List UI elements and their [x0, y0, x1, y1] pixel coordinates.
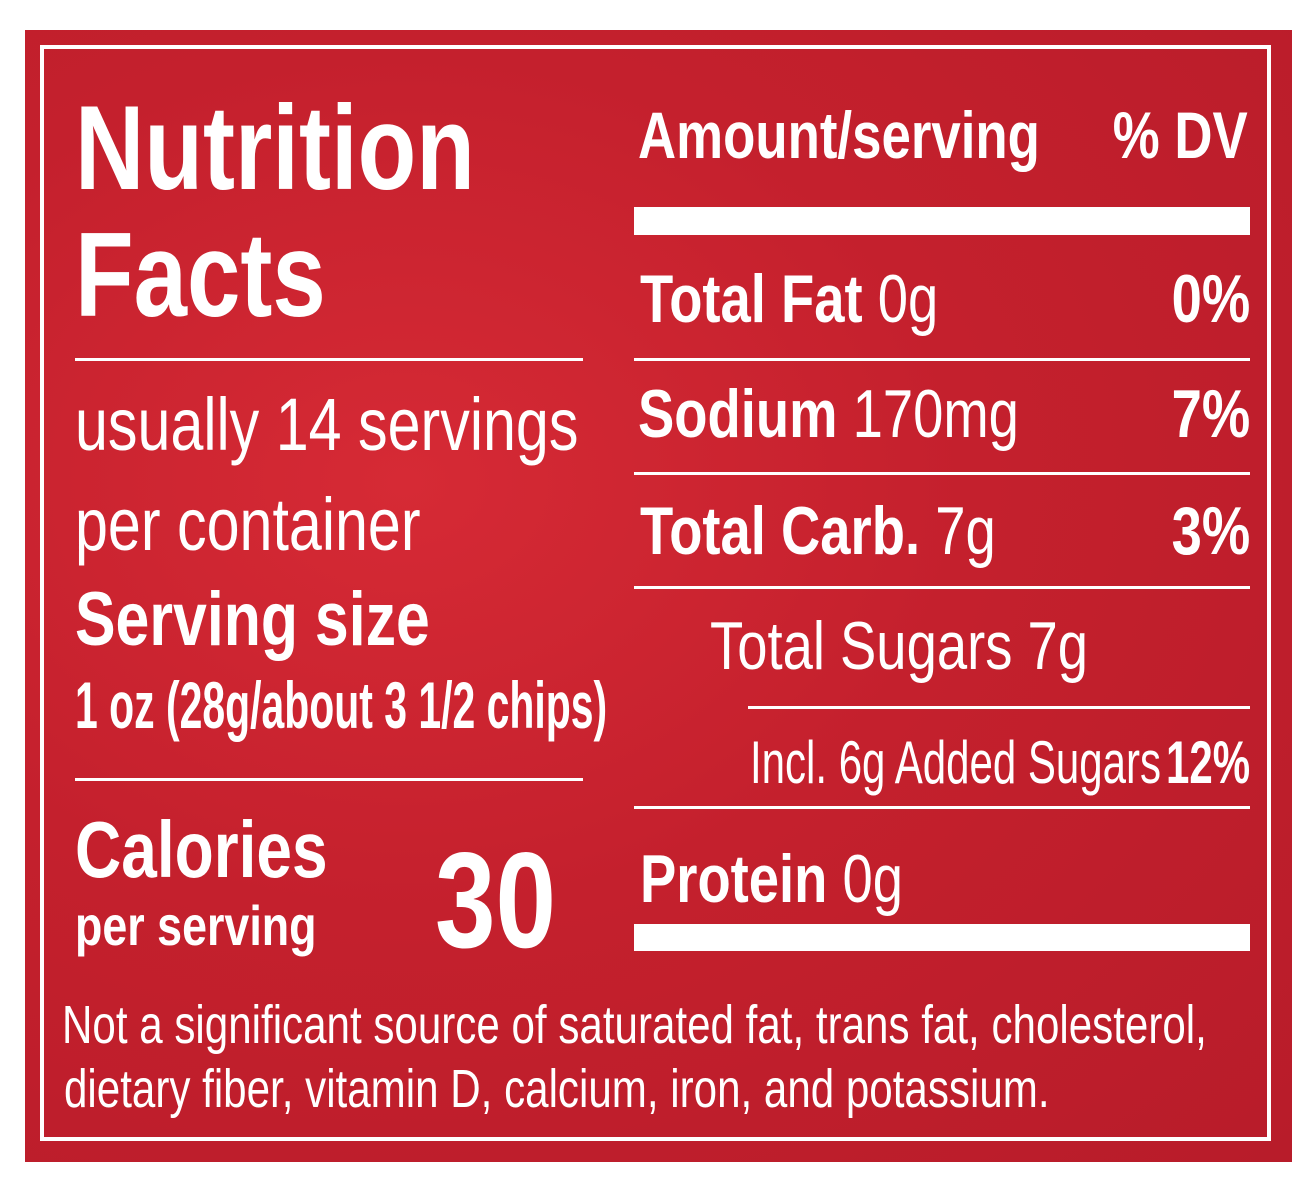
- divider: [75, 778, 583, 781]
- nutrient-dv: 7%: [1171, 376, 1250, 452]
- nutrient-name: Total Fat: [640, 261, 863, 337]
- nutrient-row: Total Sugars 7g: [710, 612, 1088, 680]
- title: Facts: [75, 208, 326, 342]
- servings: per container: [75, 483, 421, 566]
- thick-bar: [634, 207, 1250, 235]
- divider: [634, 472, 1250, 475]
- thick-bar: [634, 924, 1250, 951]
- header-amount: Amount/serving: [638, 98, 1040, 172]
- label-frame: [40, 45, 1271, 1141]
- title: Nutrition: [75, 81, 475, 215]
- divider: [634, 358, 1250, 361]
- nutrient-dv: 3%: [1171, 493, 1250, 569]
- serving-size: 1 oz (28g/about 3 1/2 chips): [75, 668, 608, 742]
- nutrient-name: Total Sugars: [710, 608, 1013, 684]
- calories: 30: [435, 824, 557, 976]
- nutrient-amount: 170mg: [852, 376, 1019, 452]
- nutrient-row: Protein 0g: [640, 845, 903, 913]
- nutrient-amount: 0g: [877, 261, 939, 337]
- nutrient-name: Protein: [640, 841, 828, 917]
- nutrient-amount: 0g: [842, 841, 904, 917]
- nutrient-name: Incl. 6g Added Sugars: [750, 729, 1161, 796]
- nutrient-amount: 7g: [935, 493, 996, 569]
- divider: [748, 706, 1250, 709]
- nutrient-amount: 7g: [1027, 608, 1089, 684]
- nutrient-row: Sodium 170mg: [638, 380, 1019, 448]
- calories-label: Calories: [75, 805, 328, 894]
- footnote: dietary fiber, vitamin D, calcium, iron,…: [64, 1059, 1050, 1119]
- servings: usually 14 servings: [75, 383, 579, 466]
- nutrient-row: Total Fat 0g: [640, 265, 938, 333]
- calories-sublabel: per serving: [75, 894, 317, 957]
- nutrient-name: Sodium: [638, 376, 838, 452]
- nutrient-dv: 12%: [1165, 729, 1250, 796]
- divider: [75, 358, 583, 361]
- nutrient-name: Total Carb.: [640, 493, 921, 569]
- nutrient-dv: 0%: [1171, 261, 1250, 337]
- nutrient-row: Total Carb. 7g: [640, 497, 996, 565]
- header-dv: % DV: [1113, 98, 1248, 172]
- divider: [634, 586, 1250, 589]
- footnote: Not a significant source of saturated fa…: [62, 995, 1207, 1055]
- divider: [634, 806, 1250, 809]
- serving-size-label: Serving size: [75, 577, 430, 662]
